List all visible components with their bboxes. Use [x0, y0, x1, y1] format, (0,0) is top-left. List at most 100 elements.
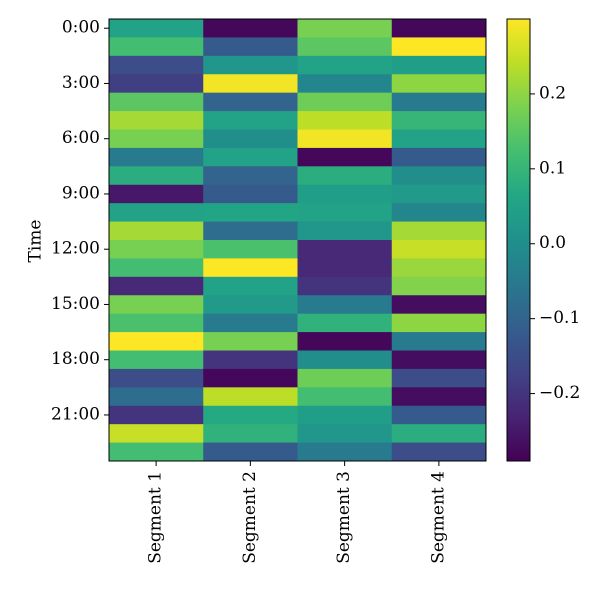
heatmap-cell [297, 387, 393, 407]
heatmap-cell [297, 221, 393, 241]
heatmap-cell [109, 166, 204, 186]
y-tick-label: 18:00 [51, 349, 100, 369]
heatmap-cell [109, 276, 204, 296]
heatmap-cell [391, 19, 487, 38]
heatmap-cell [297, 166, 393, 186]
heatmap-cell [109, 332, 204, 351]
heatmap-cell [391, 221, 487, 241]
heatmap-cell [391, 240, 487, 259]
heatmap-cell [109, 313, 204, 333]
colorbar-tick-label: 0.0 [539, 233, 566, 253]
y-axis-ticks: 0:00 3:00 6:00 9:00 12:00 15:00 18:00 21:00 [51, 18, 109, 424]
colorbar-tick-label: −0.1 [539, 308, 580, 328]
x-tick-label: Segment 4 [428, 471, 448, 564]
heatmap-cell [391, 92, 487, 112]
heatmap-cell [109, 55, 204, 75]
x-tick-label: Segment 2 [240, 471, 260, 564]
x-axis-ticks: Segment 1 Segment 2 Segment 3 Segment 4 [146, 461, 448, 564]
heatmap-cell [203, 405, 298, 425]
heatmap-cell [203, 276, 298, 296]
y-tick-label: 9:00 [62, 183, 100, 203]
colorbar-gradient [507, 19, 530, 461]
heatmap-cell [203, 203, 298, 223]
heatmap-cell [391, 387, 487, 407]
heatmap-cell [203, 37, 298, 57]
heatmap-cell [109, 129, 204, 149]
heatmap-cell [203, 258, 298, 278]
heatmap-cell [297, 240, 393, 259]
heatmap-cell [391, 166, 487, 186]
heatmap-cell [109, 92, 204, 112]
heatmap-cell [391, 147, 487, 167]
heatmap-cell [391, 37, 487, 57]
y-axis-label-group: Time [26, 220, 46, 263]
heatmap-cell [109, 424, 204, 444]
y-tick-label: 12:00 [51, 239, 100, 259]
heatmap-cell [297, 350, 393, 370]
heatmap-cell [297, 184, 393, 204]
heatmap-cell [391, 111, 487, 130]
heatmap-cell [203, 295, 298, 315]
heatmap-cell [203, 92, 298, 112]
heatmap-cell [297, 276, 393, 296]
heatmap-cell [297, 147, 393, 167]
heatmap-cell [109, 111, 204, 130]
heatmap-cell [203, 442, 298, 462]
heatmap-axes [108, 18, 487, 462]
heatmap-cell [391, 405, 487, 425]
heatmap-cell [391, 55, 487, 75]
heatmap-cell [391, 332, 487, 351]
heatmap-cell [109, 350, 204, 370]
heatmap-cell [297, 74, 393, 94]
heatmap-cell [391, 184, 487, 204]
heatmap-cell [109, 405, 204, 425]
heatmap-cell [297, 295, 393, 315]
heatmap-cell [203, 111, 298, 130]
heatmap-cell [203, 55, 298, 75]
heatmap-cell [297, 203, 393, 223]
colorbar-tick-label: −0.2 [539, 383, 580, 403]
heatmap-cells [109, 19, 487, 462]
heatmap-cell [109, 147, 204, 167]
colorbar-frame [506, 18, 531, 462]
heatmap-cell [203, 221, 298, 241]
heatmap-cell [391, 203, 487, 223]
heatmap-cell [203, 424, 298, 444]
heatmap-cell [203, 387, 298, 407]
heatmap-cell [109, 368, 204, 388]
heatmap-cell [109, 184, 204, 204]
heatmap-cell [109, 387, 204, 407]
heatmap-cell [297, 424, 393, 444]
heatmap-cell [203, 184, 298, 204]
heatmap-cell [203, 313, 298, 333]
heatmap-cell [297, 258, 393, 278]
heatmap-cell [391, 258, 487, 278]
heatmap-cell [297, 55, 393, 75]
y-tick-label: 21:00 [51, 404, 100, 424]
colorbar: −0.2 −0.1 0.0 0.1 0.2 [506, 18, 580, 462]
heatmap-cell [203, 350, 298, 370]
y-axis-label: Time [26, 220, 46, 263]
heatmap-cell [391, 442, 487, 462]
heatmap-cell [109, 203, 204, 223]
heatmap-cell [109, 37, 204, 57]
heatmap-cell [391, 424, 487, 444]
heatmap-cell [297, 368, 393, 388]
heatmap-cell [203, 368, 298, 388]
y-tick-label: 3:00 [62, 73, 100, 93]
y-tick-label: 6:00 [62, 128, 100, 148]
heatmap-cell [297, 19, 393, 38]
heatmap-cell [297, 405, 393, 425]
heatmap-cell [297, 111, 393, 130]
heatmap-cell [109, 295, 204, 315]
plot-frame [108, 18, 487, 462]
heatmap-cell [109, 240, 204, 259]
heatmap-cell [391, 276, 487, 296]
heatmap-cell [203, 19, 298, 38]
heatmap-cell [203, 147, 298, 167]
heatmap-cell [391, 368, 487, 388]
x-tick-label: Segment 1 [146, 471, 166, 564]
heatmap-cell [297, 37, 393, 57]
heatmap-cell [109, 258, 204, 278]
